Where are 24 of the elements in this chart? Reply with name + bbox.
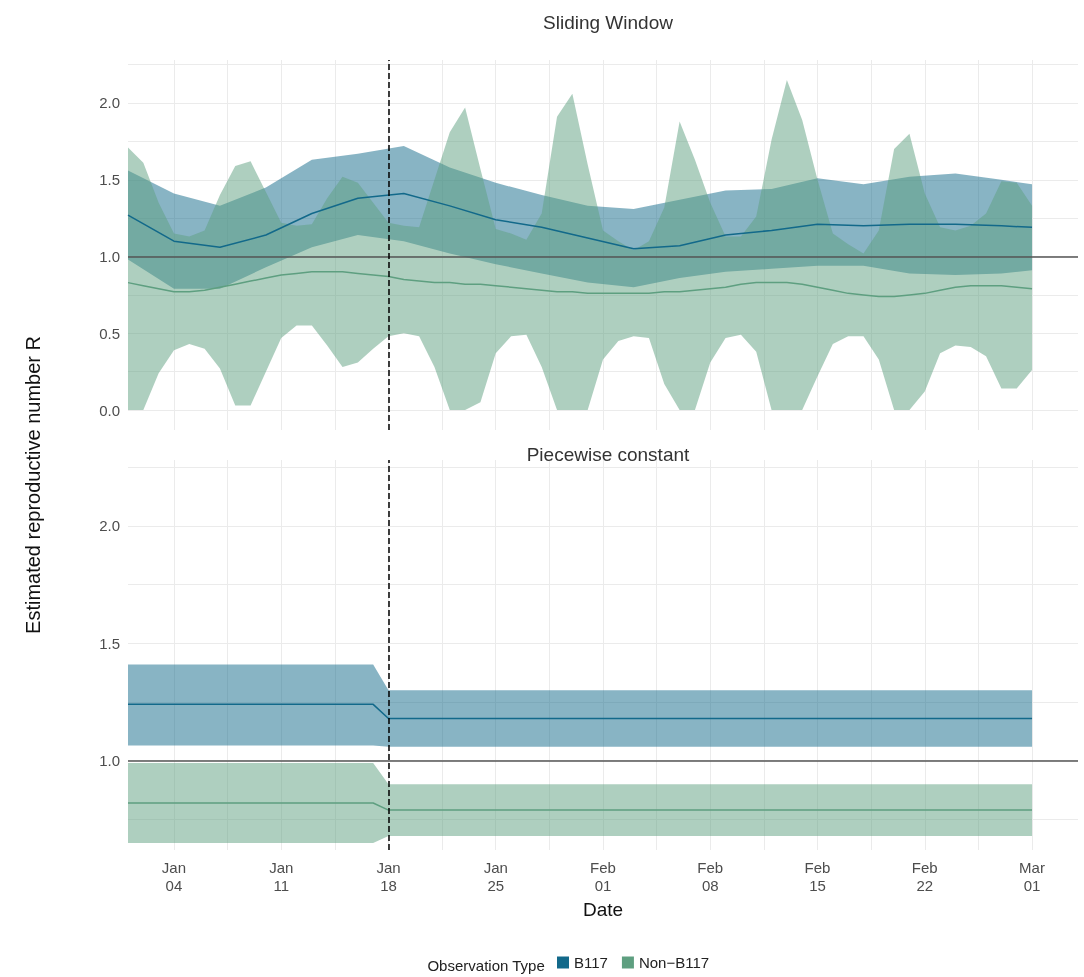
y-tick-label: 0.0 — [99, 401, 120, 419]
x-tick-label: Jan 11 — [269, 858, 294, 894]
x-tick-label: Mar 01 — [1019, 858, 1045, 894]
x-tick-label: Feb 01 — [590, 858, 616, 894]
legend-label: Non−B117 — [638, 954, 710, 971]
y-tick-label: 2.0 — [99, 94, 120, 112]
x-tick-label: Jan 25 — [483, 858, 508, 894]
x-axis-title: Date — [582, 899, 624, 920]
legend-title: Observation Type — [427, 957, 545, 974]
y-tick-label: 2.0 — [99, 517, 120, 535]
legend-label: B117 — [574, 954, 608, 971]
y-tick-label: 1.5 — [99, 634, 120, 652]
x-tick-label: Jan 18 — [376, 858, 401, 894]
x-tick-label: Feb 08 — [697, 858, 724, 894]
y-tick-label: 0.5 — [99, 324, 120, 342]
y-tick-label: 1.0 — [99, 752, 120, 770]
x-tick-label: Feb 22 — [911, 858, 938, 894]
chart-title: Sliding Window — [543, 12, 674, 33]
chart-title: Piecewise constant — [526, 444, 691, 465]
y-axis-title: Estimated reproductive number R — [21, 336, 45, 634]
x-tick-label: Jan 04 — [161, 858, 187, 894]
y-tick-label: 1.5 — [99, 171, 120, 189]
y-tick-label: 1.0 — [99, 248, 120, 266]
x-tick-label: Feb 15 — [804, 858, 831, 894]
